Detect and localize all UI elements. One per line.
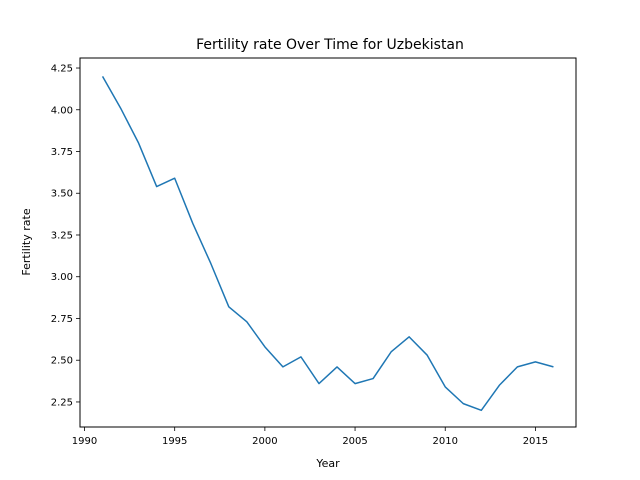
x-tick-label: 2000 [252, 436, 277, 447]
x-axis: 1990 1995 2000 2005 2010 2015 [72, 427, 548, 447]
y-tick-label: 3.50 [51, 189, 73, 200]
series-line [101, 75, 554, 412]
y-tick-label: 4.00 [51, 105, 73, 116]
plot-area [79, 57, 577, 428]
axes-frame [79, 57, 577, 428]
x-tick-label: 1995 [162, 436, 187, 447]
y-axis: 2.25 2.50 2.75 3.00 3.25 3.50 3.75 4.00 4.25 [51, 64, 80, 408]
y-tick-label: 2.25 [51, 397, 73, 408]
y-tick-label: 4.25 [51, 64, 73, 75]
y-tick-label: 2.75 [51, 314, 73, 325]
x-tick-label: 2005 [342, 436, 367, 447]
y-axis-label: Fertility rate [20, 208, 33, 275]
x-tick-label: 2015 [523, 436, 548, 447]
x-tick-label: 1990 [72, 436, 97, 447]
chart-title: Fertility rate Over Time for Uzbekistan [196, 37, 464, 53]
y-tick-label: 3.75 [51, 147, 73, 158]
x-tick-label: 2010 [433, 436, 458, 447]
y-tick-label: 3.25 [51, 230, 73, 241]
y-tick-label: 2.50 [51, 356, 73, 367]
y-tick-label: 3.00 [51, 272, 73, 283]
x-axis-label: Year [315, 457, 340, 470]
